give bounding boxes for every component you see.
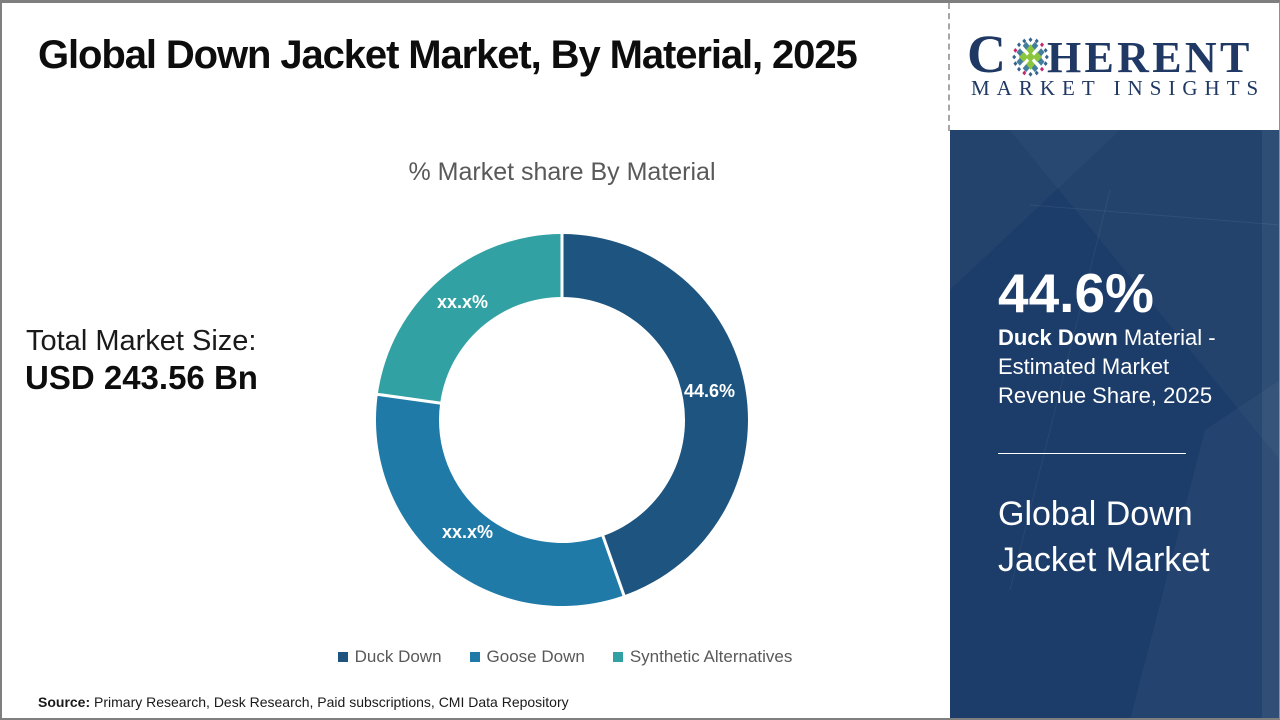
svg-text:HERENT: HERENT — [1047, 33, 1253, 82]
svg-text:C: C — [967, 24, 1006, 84]
svg-text:MARKET INSIGHTS: MARKET INSIGHTS — [971, 76, 1265, 100]
